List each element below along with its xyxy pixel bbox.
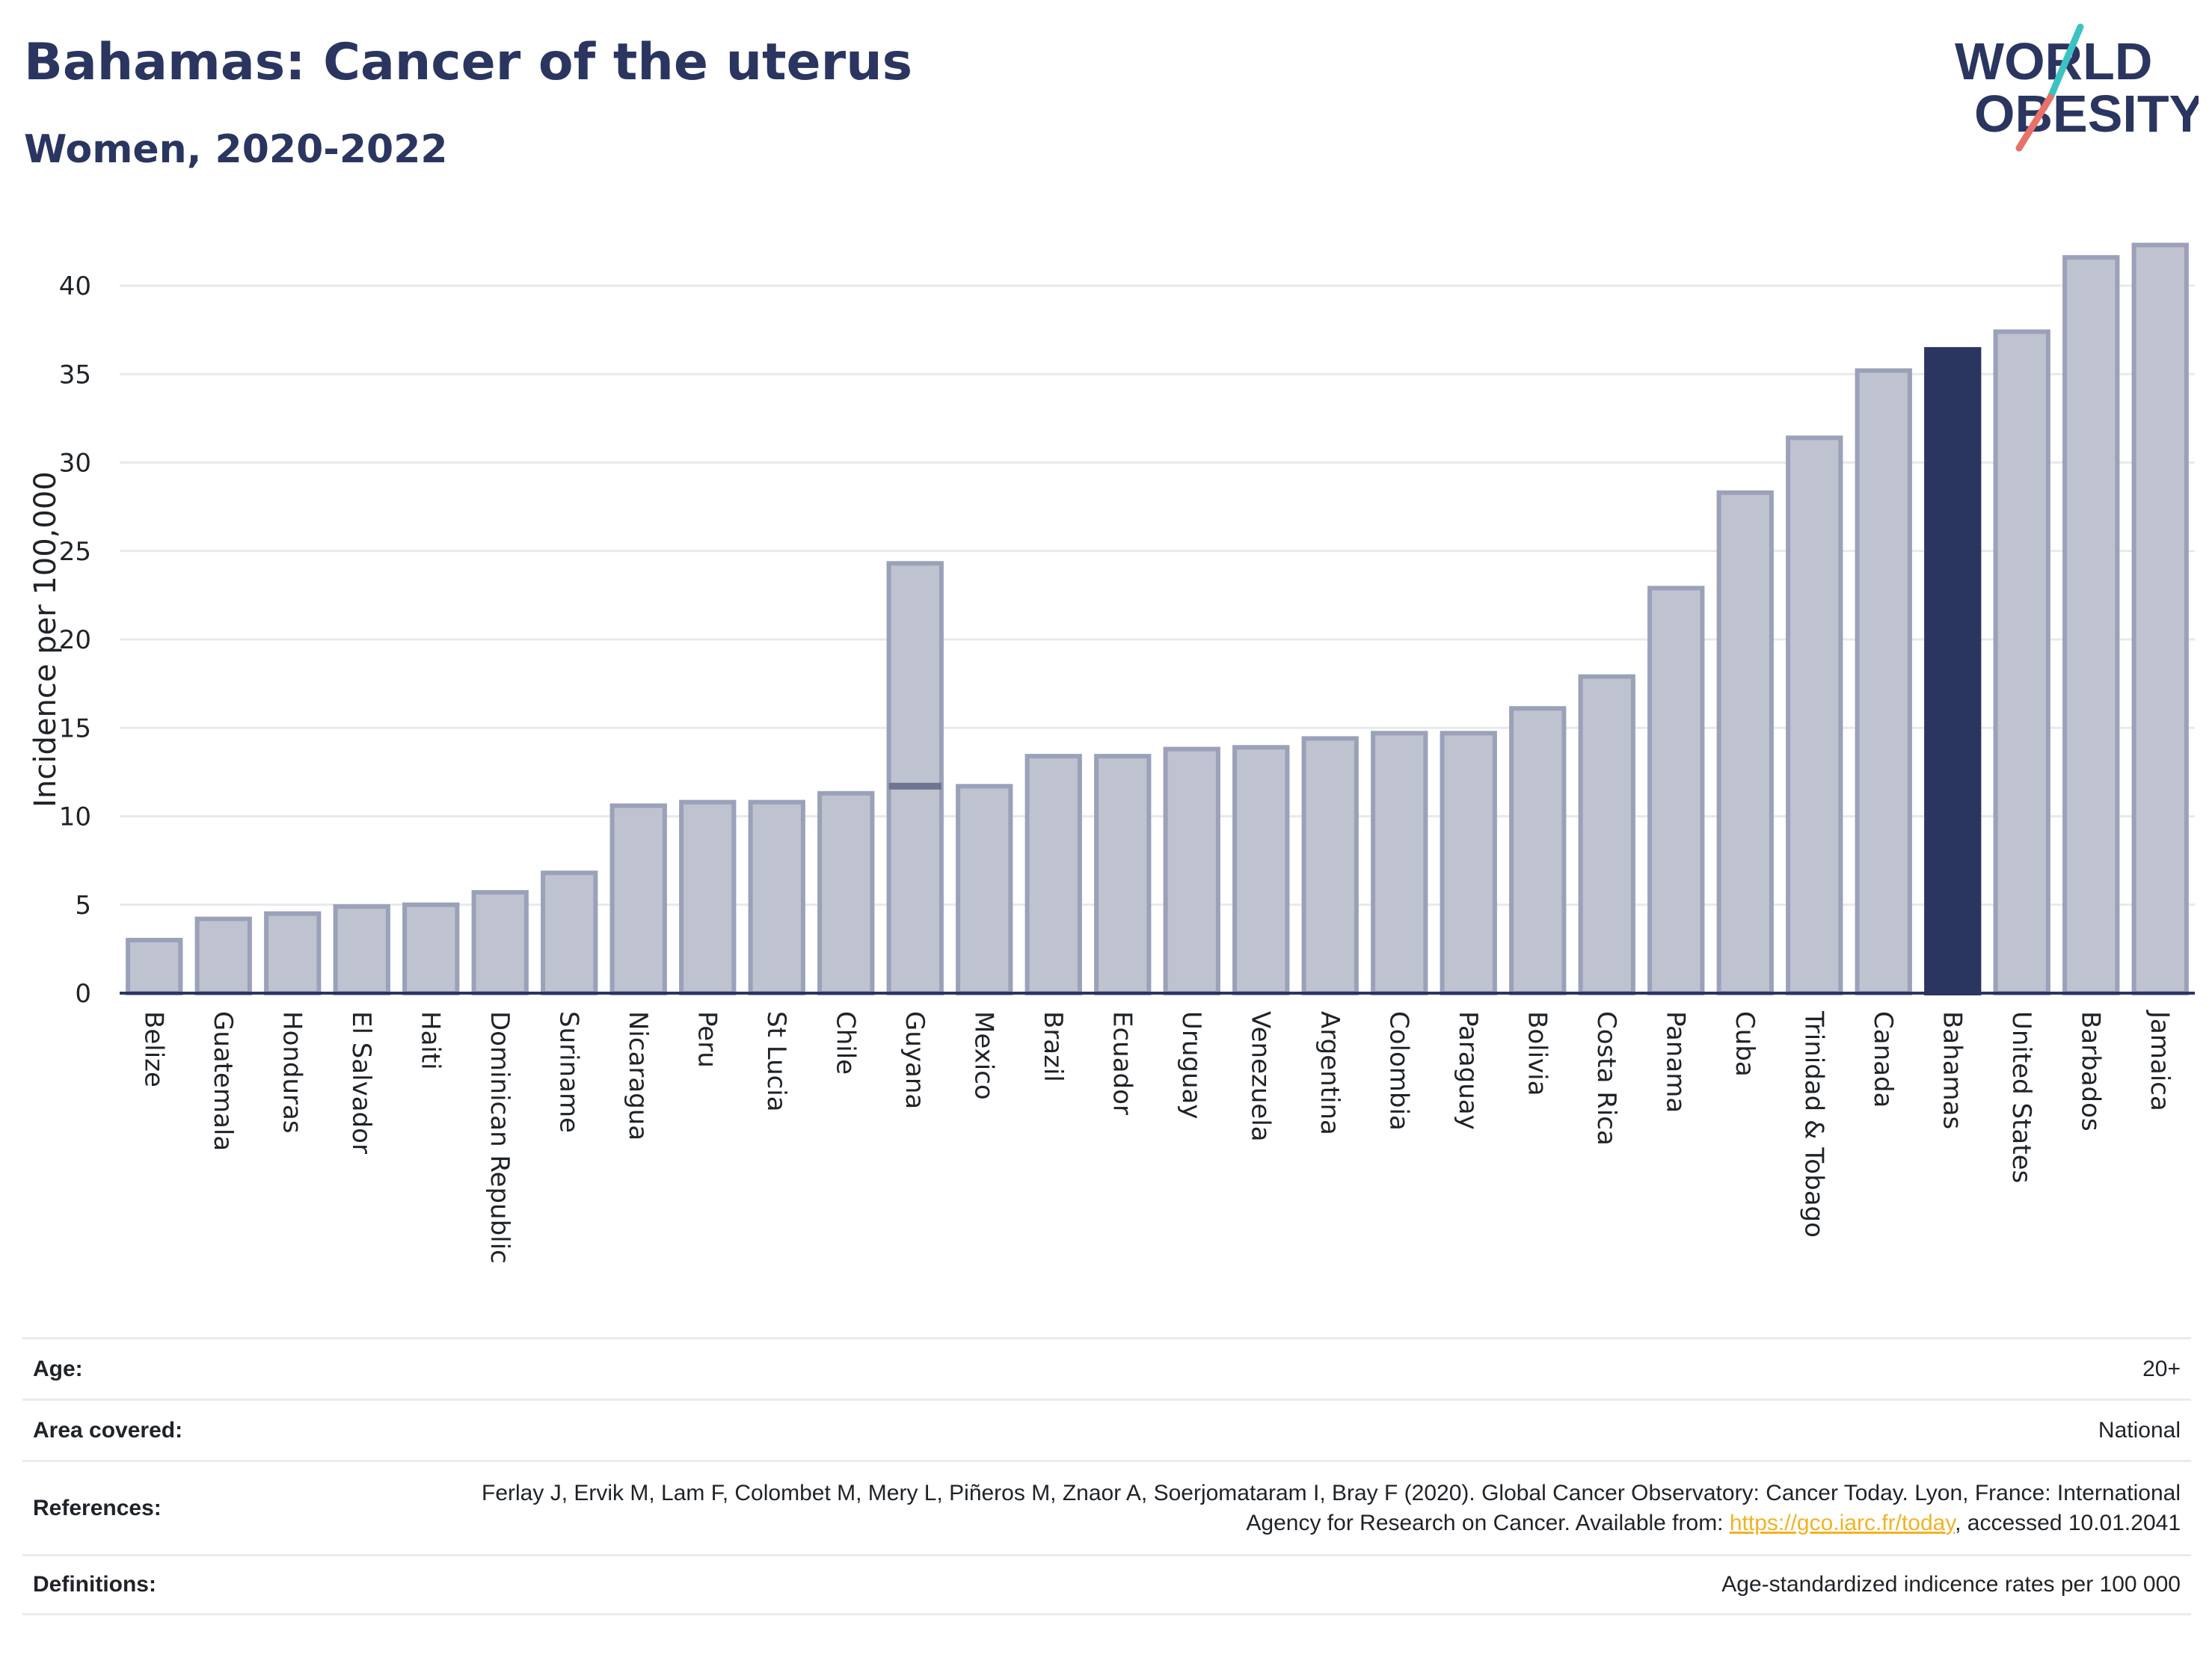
- x-tick-label: Trinidad & Tobago: [1798, 1010, 1828, 1238]
- x-tick-label: Belize: [138, 1011, 168, 1087]
- bars: [126, 242, 2189, 996]
- bar-venezuela: [1232, 745, 1290, 995]
- world-obesity-logo: WORLD OBESITY: [1955, 23, 2199, 152]
- bar-panama: [1647, 586, 1705, 995]
- y-tick-label: 10: [59, 802, 91, 832]
- x-tick-label: Ecuador: [1107, 1011, 1137, 1115]
- x-tick-label: Peru: [692, 1011, 722, 1068]
- x-tick-label: Bahamas: [1937, 1011, 1967, 1129]
- bar-canada: [1855, 368, 1912, 995]
- bar-haiti: [402, 902, 460, 995]
- x-tick-label: Suriname: [553, 1011, 583, 1133]
- chart-subtitle: Women, 2020-2022: [24, 127, 448, 172]
- bar-peru: [679, 799, 737, 995]
- definitions-label: Definitions:: [33, 1572, 156, 1597]
- meta-row-age: Age: 20+: [22, 1337, 2191, 1398]
- age-value: 20+: [2142, 1356, 2181, 1381]
- references-link[interactable]: https://gco.iarc.fr/today: [1729, 1510, 1956, 1535]
- grid-lines: [120, 284, 2195, 906]
- logo-text-world: WORLD: [1955, 32, 2152, 90]
- bar-uruguay: [1163, 746, 1220, 995]
- bar-colombia: [1371, 731, 1428, 995]
- bar-brazil: [1024, 754, 1082, 996]
- bar-guyana: [886, 561, 944, 995]
- x-tick-label: United States: [2006, 1011, 2036, 1183]
- bar-bolivia: [1509, 706, 1567, 995]
- y-axis-ticks: 0 5 10 15 20 25 30 35 40: [59, 271, 91, 1009]
- bar-ecuador: [1094, 754, 1152, 996]
- y-tick-label: 5: [75, 891, 91, 921]
- x-tick-label: St Lucia: [761, 1011, 791, 1112]
- x-tick-label: Panama: [1660, 1011, 1690, 1113]
- age-label: Age:: [33, 1356, 83, 1381]
- bar-cuba: [1716, 490, 1774, 995]
- y-tick-label: 25: [59, 537, 91, 567]
- x-tick-label: Jamaica: [2145, 1010, 2175, 1111]
- x-axis-ticks: Belize Guatemala Honduras El Salvador Haiti D…: [138, 1010, 2175, 1264]
- definitions-value: Age-standardized indicence rates per 100…: [1721, 1572, 2181, 1597]
- x-tick-label: Barbados: [2075, 1011, 2105, 1132]
- x-tick-label: Argentina: [1315, 1011, 1345, 1135]
- logo-slash-coral: [2015, 93, 2054, 152]
- bar-chile: [817, 790, 875, 995]
- bar-belize: [126, 938, 183, 996]
- y-tick-label: 30: [59, 449, 91, 479]
- x-tick-label: Nicaragua: [623, 1011, 653, 1140]
- meta-row-area: Area covered: National: [22, 1398, 2191, 1460]
- bar-honduras: [264, 911, 322, 995]
- x-tick-label: Venezuela: [1245, 1011, 1275, 1142]
- bar-costa-rica: [1578, 674, 1635, 995]
- bar-nicaragua: [609, 803, 667, 996]
- x-tick-label: Canada: [1868, 1011, 1898, 1108]
- bar-trinidad-tobago: [1786, 435, 1843, 995]
- bar-el-salvador: [333, 904, 390, 995]
- x-tick-label: Chile: [830, 1011, 860, 1075]
- x-tick-label: Haiti: [415, 1011, 445, 1070]
- x-tick-label: Mexico: [968, 1011, 998, 1100]
- bar-barbados: [2062, 255, 2120, 996]
- y-tick-label: 35: [59, 360, 91, 390]
- area-label: Area covered:: [33, 1417, 183, 1443]
- y-axis-label: Incidence per 100,000: [28, 471, 63, 808]
- x-tick-label: Dominican Republic: [485, 1011, 514, 1264]
- chart-title: Bahamas: Cancer of the uterus: [24, 33, 913, 92]
- x-tick-label: Colombia: [1383, 1011, 1413, 1131]
- x-tick-label: Cuba: [1730, 1011, 1760, 1077]
- x-tick-label: Honduras: [277, 1011, 307, 1134]
- area-value: National: [2098, 1417, 2181, 1443]
- y-tick-label: 20: [59, 625, 91, 655]
- x-tick-label: Guyana: [900, 1011, 930, 1109]
- bar-united-states: [1993, 329, 2050, 995]
- x-tick-label: El Salvador: [346, 1011, 376, 1154]
- bar-guatemala: [194, 916, 252, 996]
- x-tick-label: Uruguay: [1176, 1011, 1206, 1120]
- logo-text-obesity: OBESITY: [1974, 85, 2199, 143]
- references-value: Ferlay J, Ervik M, Lam F, Colombet M, Me…: [461, 1479, 2181, 1538]
- bar-st-lucia: [748, 799, 805, 995]
- y-tick-label: 40: [59, 271, 91, 301]
- bar-argentina: [1301, 736, 1359, 995]
- bar-chart: 0 5 10 15 20 25 30 35 40 Belize Guatemala Honduras…: [28, 242, 2195, 1264]
- x-tick-label: Bolivia: [1522, 1011, 1552, 1096]
- references-tail: , accessed 10.01.2041: [1955, 1510, 2181, 1535]
- references-text: Ferlay J, Ervik M, Lam F, Colombet M, Me…: [482, 1480, 2181, 1535]
- meta-row-references: References: Ferlay J, Ervik M, Lam F, Co…: [22, 1460, 2191, 1554]
- bar-dominican-republic: [471, 890, 529, 995]
- x-tick-label: Costa Rica: [1591, 1011, 1621, 1146]
- logo-slash-teal: [2047, 23, 2084, 101]
- x-tick-label: Paraguay: [1453, 1011, 1483, 1130]
- bar-bahamas: [1924, 347, 1982, 995]
- bar-mexico: [956, 784, 1013, 996]
- metadata-table: Age: 20+ Area covered: National Referenc…: [22, 1337, 2191, 1615]
- y-tick-label: 15: [59, 713, 91, 743]
- references-label: References:: [33, 1495, 162, 1520]
- meta-row-definitions: Definitions: Age-standardized indicence …: [22, 1554, 2191, 1615]
- x-tick-label: Guatemala: [208, 1011, 238, 1151]
- x-tick-label: Brazil: [1038, 1011, 1068, 1082]
- bar-suriname: [541, 871, 598, 996]
- y-tick-label: 0: [75, 979, 91, 1009]
- bar-jamaica: [2131, 242, 2189, 996]
- bar-paraguay: [1440, 731, 1497, 995]
